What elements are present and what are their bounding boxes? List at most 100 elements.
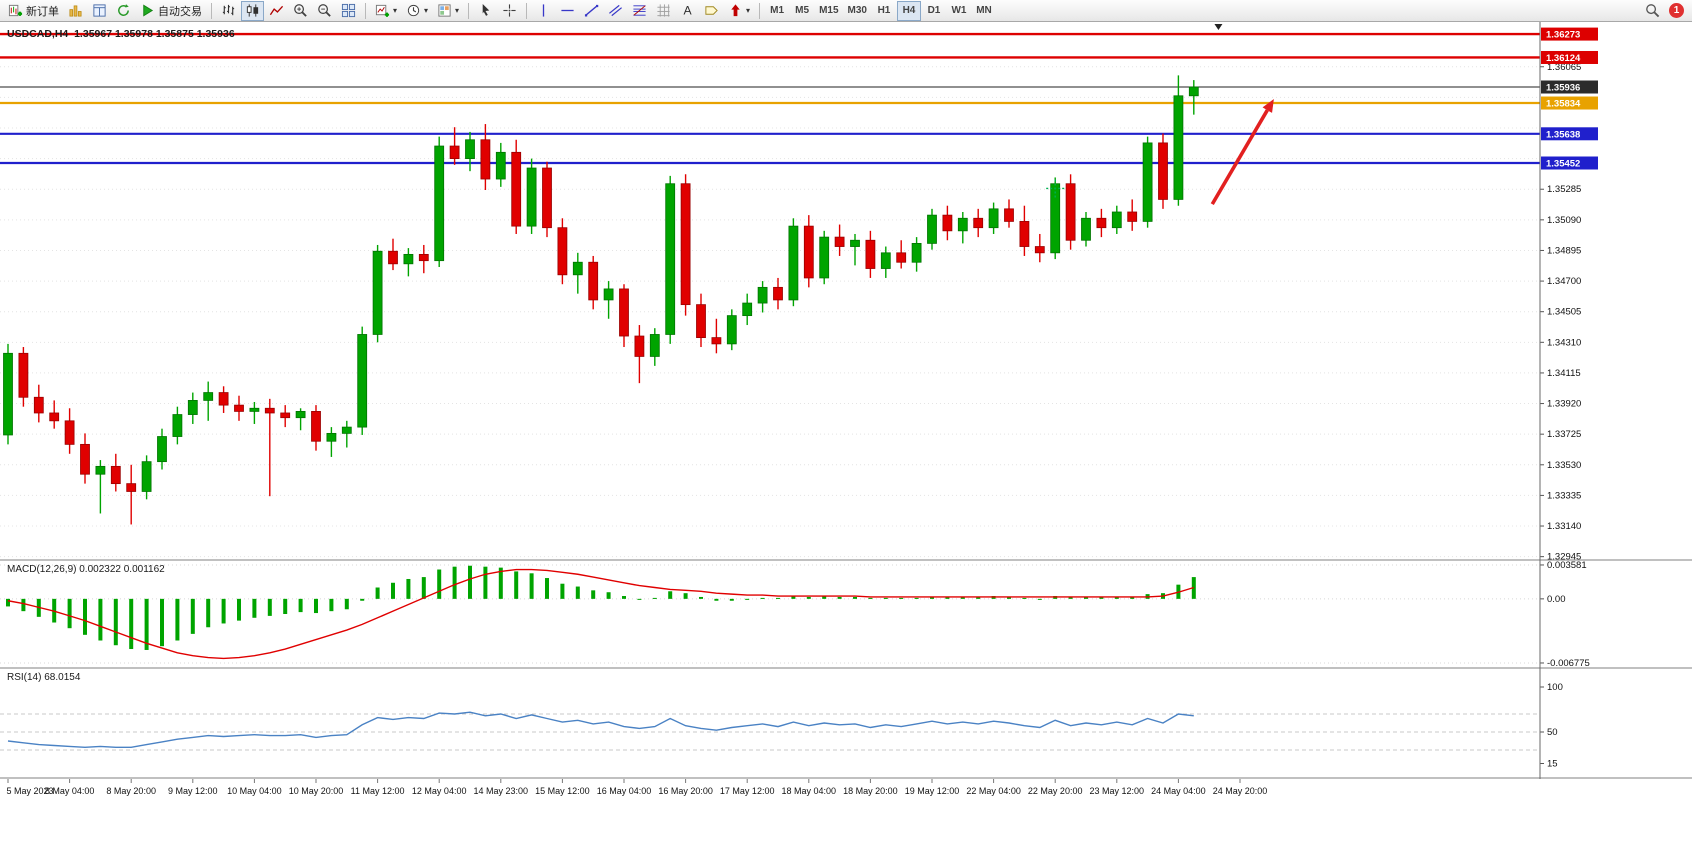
svg-text:1.33920: 1.33920: [1547, 399, 1581, 410]
line-chart-mode-button[interactable]: [265, 1, 288, 21]
timeframe-w1-button[interactable]: W1: [947, 1, 971, 21]
zoom-out-button[interactable]: [313, 1, 336, 21]
price-badge: [1541, 80, 1598, 94]
new-order-button[interactable]: 新订单: [4, 1, 63, 21]
timeframe-m15-button[interactable]: M15: [815, 1, 842, 21]
svg-text:1.36065: 1.36065: [1547, 62, 1581, 73]
toolbar-separator: [468, 2, 470, 19]
svg-text:17 May 12:00: 17 May 12:00: [720, 786, 775, 796]
chevron-down-icon: ▾: [393, 5, 398, 15]
svg-text:1.34310: 1.34310: [1547, 337, 1581, 348]
candles-layer: [3, 75, 1199, 525]
cursor-icon: [482, 3, 490, 16]
candlestick-mode-button[interactable]: [241, 0, 264, 21]
price-badge: [1541, 50, 1598, 64]
svg-text:1.34505: 1.34505: [1547, 307, 1581, 318]
price-badge: [1541, 127, 1598, 141]
svg-text:15: 15: [1547, 759, 1558, 770]
trend-arrow: [1210, 109, 1269, 206]
svg-text:8 May 20:00: 8 May 20:00: [106, 786, 156, 796]
price-badge: [1541, 27, 1598, 41]
svg-text:22 May 20:00: 22 May 20:00: [1028, 786, 1083, 796]
horizontal-line-icon: [561, 9, 574, 12]
zoom-out-icon: [318, 4, 331, 17]
tile-windows-button[interactable]: [337, 1, 360, 21]
svg-text:10 May 20:00: 10 May 20:00: [289, 786, 344, 796]
navigator-icon: [118, 4, 129, 16]
svg-text:1.36124: 1.36124: [1546, 53, 1581, 64]
autotrade-button[interactable]: 自动交易: [136, 1, 206, 21]
fibonacci-tool-button[interactable]: [628, 1, 651, 21]
chart-area: 1.36065 1.35285 1.35090 1.34895 1.34700 1.345…: [0, 22, 1692, 860]
cursor-tool-button[interactable]: [474, 1, 497, 21]
rsi-indicator-label: RSI(14) 68.0154: [7, 672, 81, 683]
svg-text:16 May 20:00: 16 May 20:00: [658, 786, 713, 796]
timeframe-d1-button[interactable]: D1: [922, 1, 946, 21]
svg-text:1.34895: 1.34895: [1547, 245, 1581, 256]
crosshair-tool-button[interactable]: [498, 1, 521, 21]
bar-chart-mode-button[interactable]: [217, 1, 240, 21]
toolbar-separator: [759, 2, 761, 19]
svg-text:1.36273: 1.36273: [1546, 30, 1580, 41]
market-watch-icon: [69, 5, 82, 17]
arrows-dropdown[interactable]: ▾: [724, 1, 754, 21]
toolbar: 新订单 自动交易: [0, 0, 1692, 22]
svg-text:100: 100: [1547, 682, 1563, 693]
svg-text:0.003581: 0.003581: [1547, 560, 1587, 571]
svg-text:50: 50: [1547, 727, 1558, 738]
svg-text:11 May 12:00: 11 May 12:00: [351, 786, 405, 796]
zoom-in-button[interactable]: [289, 1, 312, 21]
toolbar-separator: [211, 2, 212, 19]
svg-text:22 May 04:00: 22 May 04:00: [966, 786, 1021, 796]
new-chart-icon: [375, 4, 390, 17]
channel-tool-button[interactable]: [604, 1, 627, 21]
navigator-button[interactable]: [112, 1, 135, 21]
trendline-icon: [584, 4, 599, 17]
text-tool-button[interactable]: A: [676, 1, 699, 21]
timeframe-m1-button[interactable]: M1: [765, 1, 789, 21]
tile-windows-icon: [341, 3, 356, 18]
svg-text:A: A: [683, 4, 692, 18]
new-order-label: 新订单: [26, 5, 59, 18]
svg-text:1.32945: 1.32945: [1547, 552, 1581, 563]
vertical-line-tool-button[interactable]: [532, 1, 555, 21]
svg-text:12 May 04:00: 12 May 04:00: [412, 786, 467, 796]
autotrade-label: 自动交易: [158, 5, 202, 18]
timeframe-h4-button[interactable]: H4: [896, 0, 921, 21]
grid-tool-button[interactable]: [652, 1, 675, 21]
bar-chart-icon: [222, 4, 235, 16]
period-dropdown[interactable]: ▾: [402, 1, 432, 21]
data-window-icon: [93, 4, 106, 17]
svg-text:10 May 04:00: 10 May 04:00: [227, 786, 282, 796]
macd-signal-line: [7, 568, 1195, 660]
svg-text:24 May 04:00: 24 May 04:00: [1151, 786, 1206, 796]
timeframe-m5-button[interactable]: M5: [790, 1, 814, 21]
search-button[interactable]: [1641, 1, 1664, 21]
timeframe-m30-button[interactable]: M30: [844, 1, 871, 21]
timeframe-h1-button[interactable]: H1: [872, 1, 896, 21]
svg-text:1.33530: 1.33530: [1547, 460, 1581, 471]
new-chart-dropdown[interactable]: ▾: [371, 1, 401, 21]
timeframe-mn-button[interactable]: MN: [972, 1, 996, 21]
svg-text:1.33140: 1.33140: [1547, 521, 1581, 532]
svg-text:18 May 04:00: 18 May 04:00: [782, 786, 837, 796]
trendline-tool-button[interactable]: [580, 1, 603, 21]
text-icon: A: [683, 4, 692, 18]
chevron-down-icon: ▾: [746, 5, 751, 15]
toolbar-separator: [526, 2, 528, 19]
svg-text:1.34700: 1.34700: [1547, 276, 1581, 287]
search-icon: [1646, 4, 1660, 18]
chevron-down-icon: ▾: [455, 5, 460, 15]
horizontal-line-tool-button[interactable]: [556, 1, 579, 21]
data-window-button[interactable]: [88, 1, 111, 21]
svg-text:1.35285: 1.35285: [1547, 184, 1581, 195]
market-watch-button[interactable]: [64, 1, 87, 21]
chart-canvas[interactable]: 1.36065 1.35285 1.35090 1.34895 1.34700 1.345…: [0, 22, 1692, 860]
svg-text:23 May 12:00: 23 May 12:00: [1090, 786, 1145, 796]
notification-badge[interactable]: 1: [1669, 3, 1684, 18]
clock-icon: [407, 4, 420, 17]
template-dropdown[interactable]: ▾: [433, 1, 463, 21]
timeframe-group: M1 M5 M15 M30 H1 H4 D1 W1 MN: [765, 0, 996, 21]
label-tool-button[interactable]: [700, 1, 723, 21]
